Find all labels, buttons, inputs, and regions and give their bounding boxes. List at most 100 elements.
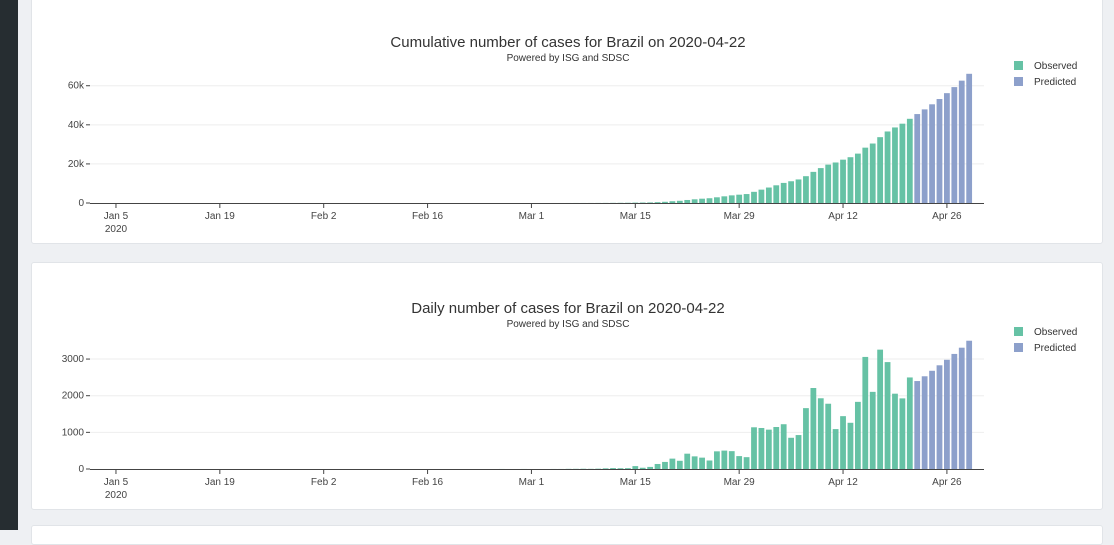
observed-bar[interactable] (862, 148, 868, 203)
observed-bar[interactable] (625, 468, 631, 469)
predicted-bar[interactable] (937, 99, 943, 203)
observed-bar[interactable] (840, 416, 846, 469)
observed-bar[interactable] (870, 392, 876, 469)
observed-bar[interactable] (640, 468, 646, 469)
observed-bar[interactable] (848, 423, 854, 469)
predicted-bar[interactable] (944, 93, 950, 203)
observed-bar[interactable] (833, 162, 839, 203)
observed-bar[interactable] (810, 388, 816, 469)
observed-bar[interactable] (773, 427, 779, 469)
observed-bar[interactable] (818, 398, 824, 469)
legend-swatch-observed[interactable] (1014, 327, 1023, 336)
observed-bar[interactable] (670, 201, 676, 203)
observed-bar[interactable] (707, 461, 713, 470)
observed-bar[interactable] (810, 172, 816, 203)
observed-bar[interactable] (707, 198, 713, 203)
observed-bar[interactable] (714, 197, 720, 203)
observed-bar[interactable] (647, 467, 653, 469)
observed-bar[interactable] (699, 199, 705, 203)
observed-bar[interactable] (603, 468, 609, 469)
legend-label-predicted[interactable]: Predicted (1034, 343, 1076, 354)
observed-bar[interactable] (759, 190, 765, 203)
predicted-bar[interactable] (959, 81, 965, 203)
observed-bar[interactable] (855, 154, 861, 203)
predicted-bar[interactable] (929, 371, 935, 469)
observed-bar[interactable] (892, 127, 898, 203)
observed-bar[interactable] (684, 200, 690, 203)
observed-bar[interactable] (900, 124, 906, 203)
observed-bar[interactable] (870, 144, 876, 203)
predicted-bar[interactable] (951, 87, 957, 203)
predicted-bar[interactable] (951, 354, 957, 469)
observed-bar[interactable] (825, 165, 831, 203)
observed-bar[interactable] (729, 195, 735, 203)
observed-bar[interactable] (684, 454, 690, 469)
legend-swatch-observed[interactable] (1014, 61, 1023, 70)
observed-bar[interactable] (796, 435, 802, 469)
predicted-bar[interactable] (944, 360, 950, 469)
predicted-bar[interactable] (914, 381, 920, 469)
observed-bar[interactable] (877, 137, 883, 203)
observed-bar[interactable] (744, 457, 750, 469)
observed-bar[interactable] (721, 451, 727, 469)
observed-bar[interactable] (862, 357, 868, 469)
predicted-bar[interactable] (929, 104, 935, 203)
observed-bar[interactable] (618, 468, 624, 469)
observed-bar[interactable] (692, 199, 698, 203)
observed-bar[interactable] (803, 176, 809, 203)
observed-bar[interactable] (900, 398, 906, 469)
observed-bar[interactable] (677, 461, 683, 469)
observed-bar[interactable] (632, 466, 638, 469)
observed-bar[interactable] (885, 131, 891, 203)
observed-bar[interactable] (781, 424, 787, 469)
observed-bar[interactable] (662, 462, 668, 469)
observed-bar[interactable] (788, 181, 794, 203)
observed-bar[interactable] (610, 468, 616, 469)
observed-bar[interactable] (833, 429, 839, 469)
legend-swatch-predicted[interactable] (1014, 343, 1023, 352)
predicted-bar[interactable] (922, 109, 928, 203)
observed-bar[interactable] (736, 195, 742, 203)
observed-bar[interactable] (699, 458, 705, 469)
legend-label-predicted[interactable]: Predicted (1034, 77, 1076, 88)
observed-bar[interactable] (907, 377, 913, 469)
observed-bar[interactable] (840, 160, 846, 203)
observed-bar[interactable] (848, 157, 854, 203)
observed-bar[interactable] (788, 438, 794, 469)
observed-bar[interactable] (766, 188, 772, 203)
predicted-bar[interactable] (937, 365, 943, 469)
observed-bar[interactable] (773, 185, 779, 203)
observed-bar[interactable] (796, 179, 802, 203)
observed-bar[interactable] (751, 427, 757, 469)
predicted-bar[interactable] (914, 114, 920, 203)
observed-bar[interactable] (677, 201, 683, 203)
observed-bar[interactable] (885, 362, 891, 469)
legend-swatch-predicted[interactable] (1014, 77, 1023, 86)
observed-bar[interactable] (662, 202, 668, 203)
legend-label-observed[interactable]: Observed (1034, 327, 1077, 338)
observed-bar[interactable] (721, 196, 727, 203)
observed-bar[interactable] (825, 404, 831, 469)
legend-label-observed[interactable]: Observed (1034, 61, 1077, 72)
observed-bar[interactable] (818, 168, 824, 203)
observed-bar[interactable] (759, 428, 765, 469)
observed-bar[interactable] (803, 408, 809, 469)
observed-bar[interactable] (692, 456, 698, 469)
observed-bar[interactable] (655, 202, 661, 203)
predicted-bar[interactable] (959, 348, 965, 469)
predicted-bar[interactable] (966, 341, 972, 469)
observed-bar[interactable] (729, 451, 735, 469)
predicted-bar[interactable] (922, 376, 928, 469)
observed-bar[interactable] (736, 456, 742, 469)
observed-bar[interactable] (751, 192, 757, 203)
observed-bar[interactable] (655, 464, 661, 469)
observed-bar[interactable] (744, 194, 750, 203)
observed-bar[interactable] (714, 451, 720, 469)
observed-bar[interactable] (877, 350, 883, 469)
observed-bar[interactable] (766, 430, 772, 469)
predicted-bar[interactable] (966, 74, 972, 203)
observed-bar[interactable] (907, 119, 913, 203)
observed-bar[interactable] (855, 402, 861, 469)
observed-bar[interactable] (647, 202, 653, 203)
observed-bar[interactable] (892, 394, 898, 469)
